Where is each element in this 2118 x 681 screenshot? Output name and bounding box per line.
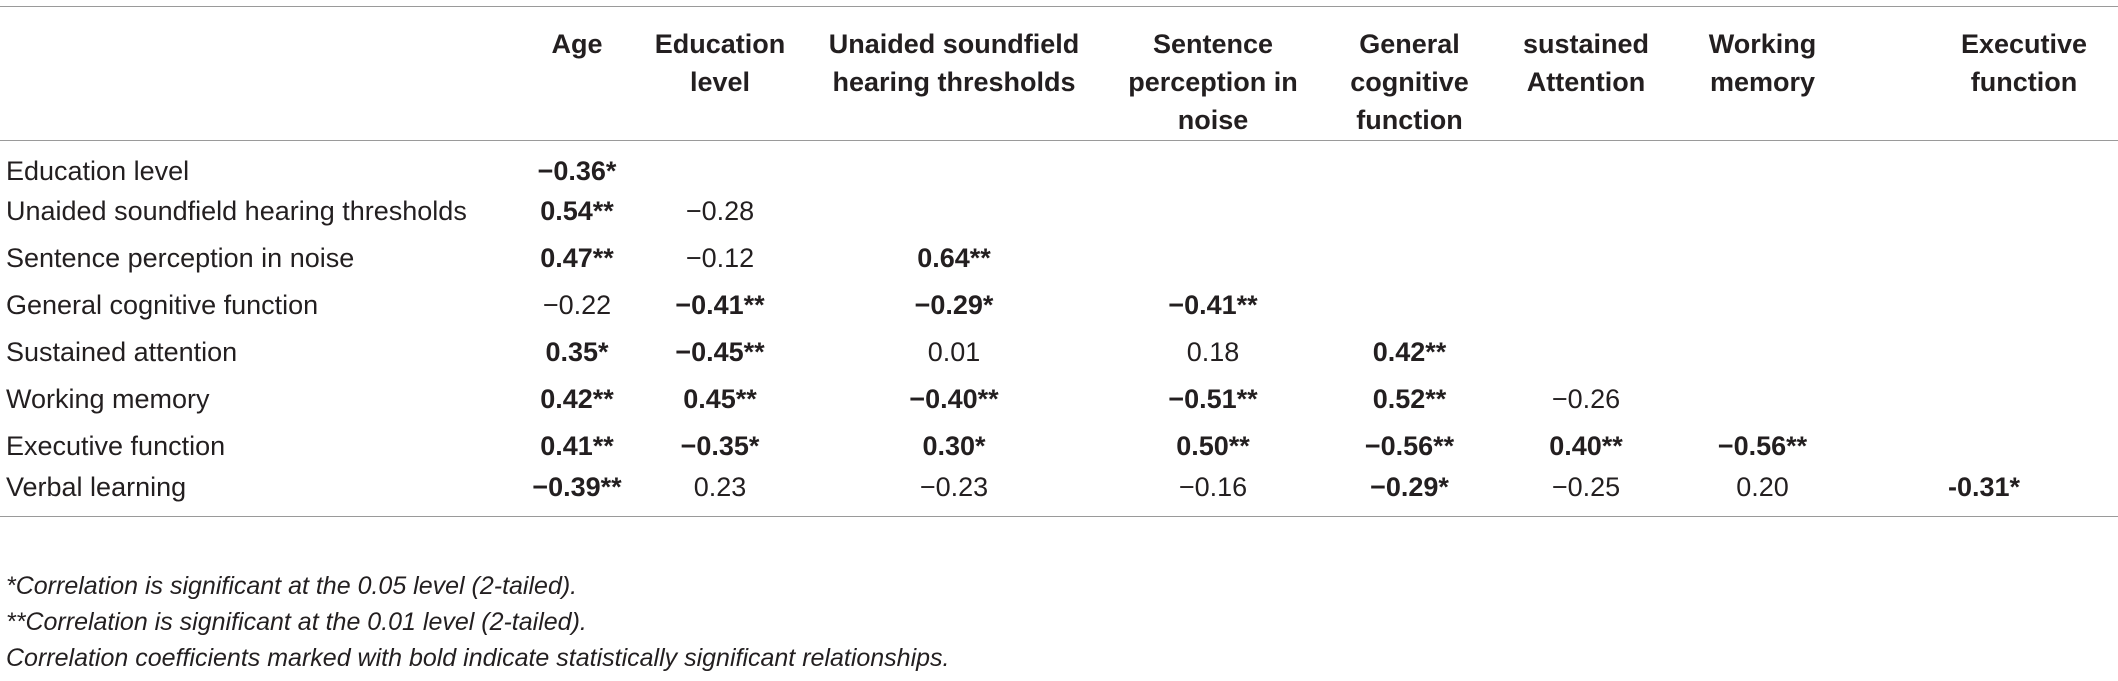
empty-cell — [1104, 188, 1322, 235]
row-label: Sentence perception in noise — [6, 242, 355, 273]
empty-cell — [1675, 141, 1850, 188]
correlation-cell: −0.12 — [685, 242, 755, 273]
correlation-cell: 0.23 — [636, 469, 804, 517]
row-label: General cognitive function — [6, 289, 319, 320]
empty-cell — [1675, 329, 1850, 376]
header-working-memory: Working memory — [1675, 6, 1850, 141]
empty-cell — [1497, 282, 1675, 329]
correlation-cell: −0.56** — [1364, 430, 1455, 461]
row-label: Executive function — [6, 430, 226, 461]
table-footnotes: *Correlation is significant at the 0.05 … — [6, 568, 950, 676]
correlation-cell: 0.40** — [1549, 430, 1623, 461]
table-row-sentence-perception: Sentence perception in noise 0.47** −0.12 0… — [0, 235, 2118, 282]
empty-cell — [1850, 235, 2118, 282]
empty-cell — [804, 188, 1104, 235]
footnote-2: **Correlation is significant at the 0.01… — [6, 608, 587, 636]
header-executive-function: Executive function — [1850, 6, 2118, 141]
empty-cell — [1322, 235, 1497, 282]
row-label: Sustained attention — [6, 336, 238, 367]
correlation-cell: 0.54** — [540, 195, 614, 226]
table-row-working-memory: Working memory 0.42** 0.45** −0.40** −0.51**… — [0, 376, 2118, 423]
footnote-1: *Correlation is significant at the 0.05 … — [6, 572, 578, 600]
header-general-cognitive: General cognitive function — [1322, 6, 1497, 141]
correlation-cell: 0.50** — [1176, 430, 1250, 461]
table-row-hearing-thresholds: Unaided soundfield hearing thresholds 0.5… — [0, 188, 2118, 235]
correlation-cell: 0.45** — [683, 383, 757, 414]
correlation-cell: −0.45** — [675, 336, 765, 367]
empty-cell — [1322, 141, 1497, 188]
row-label: Verbal learning — [0, 469, 518, 517]
correlation-cell: 0.47** — [540, 242, 614, 273]
empty-cell — [1104, 141, 1322, 188]
correlation-cell: 0.20 — [1675, 469, 1850, 517]
row-label: Unaided soundfield hearing thresholds — [6, 195, 467, 226]
correlation-cell: −0.51** — [1168, 383, 1258, 414]
footnote-3: Correlation coefficients marked with bol… — [6, 644, 950, 672]
row-label: Education level — [6, 155, 190, 186]
empty-cell — [1497, 235, 1675, 282]
empty-cell — [1850, 376, 2118, 423]
correlation-cell: −0.23 — [804, 469, 1104, 517]
table-header: Age Education level Unaided soundfield h… — [0, 6, 2118, 141]
empty-cell — [1104, 235, 1322, 282]
correlation-cell: 0.64** — [917, 242, 991, 273]
table-row-verbal-learning: Verbal learning −0.39** 0.23 −0.23 −0.16 −0.2… — [0, 469, 2118, 517]
empty-cell — [1497, 141, 1675, 188]
correlation-cell: 0.01 — [927, 336, 981, 367]
correlation-cell: −0.16 — [1104, 469, 1322, 517]
correlation-cell: −0.35* — [680, 430, 760, 461]
empty-cell — [1850, 423, 2118, 470]
header-hearing-thresholds: Unaided soundfield hearing thresholds — [804, 6, 1104, 141]
correlation-cell: −0.25 — [1497, 469, 1675, 517]
correlation-cell: 0.18 — [1186, 336, 1240, 367]
header-row: Age Education level Unaided soundfield h… — [0, 6, 2118, 141]
header-sustained-attention: sustained Attention — [1497, 6, 1675, 141]
empty-cell — [1322, 282, 1497, 329]
table-body: Education level −0.36* Unaided soundfield … — [0, 141, 2118, 517]
empty-cell — [1322, 188, 1497, 235]
correlation-cell: −0.40** — [909, 383, 999, 414]
table-row-sustained-attention: Sustained attention 0.35* −0.45** 0.01 0.18 0… — [0, 329, 2118, 376]
correlation-cell: −0.29* — [1322, 469, 1497, 517]
empty-cell — [636, 141, 804, 188]
header-corner — [0, 6, 518, 141]
empty-cell — [1675, 376, 1850, 423]
correlation-cell: −0.39** — [518, 469, 636, 517]
empty-cell — [1497, 188, 1675, 235]
empty-cell — [1850, 329, 2118, 376]
correlation-cell: 0.41** — [540, 430, 614, 461]
correlation-cell: −0.26 — [1551, 383, 1621, 414]
empty-cell — [1675, 235, 1850, 282]
correlation-cell: 0.35* — [545, 336, 609, 367]
correlation-cell: −0.41** — [1168, 289, 1258, 320]
empty-cell — [804, 141, 1104, 188]
correlation-cell: 0.30* — [922, 430, 986, 461]
correlation-cell: −0.29* — [914, 289, 994, 320]
empty-cell — [1675, 282, 1850, 329]
empty-cell — [1850, 188, 2118, 235]
empty-cell — [1850, 141, 2118, 188]
table-row-education-level: Education level −0.36* — [0, 141, 2118, 188]
correlation-cell: −0.56** — [1717, 430, 1808, 461]
correlation-cell: −0.36* — [537, 155, 617, 186]
table-row-executive-function: Executive function 0.41** −0.35* 0.30* 0.50*… — [0, 423, 2118, 470]
correlation-cell: −0.22 — [542, 289, 612, 320]
row-label: Working memory — [6, 383, 210, 414]
correlation-cell: −0.41** — [675, 289, 765, 320]
correlation-cell: 0.52** — [1372, 383, 1447, 414]
header-education-level: Education level — [636, 6, 804, 141]
correlation-cell: -0.31* — [1850, 469, 2118, 517]
empty-cell — [1497, 329, 1675, 376]
header-sentence-perception: Sentence perception in noise — [1104, 6, 1322, 141]
header-age: Age — [518, 6, 636, 141]
table-row-general-cognitive: General cognitive function −0.22 −0.41** −0… — [0, 282, 2118, 329]
correlation-cell: 0.42** — [1372, 336, 1447, 367]
empty-cell — [1675, 188, 1850, 235]
correlation-table: Age Education level Unaided soundfield h… — [0, 6, 2118, 517]
correlation-cell: −0.28 — [685, 195, 755, 226]
correlation-cell: 0.42** — [540, 383, 614, 414]
empty-cell — [1850, 282, 2118, 329]
